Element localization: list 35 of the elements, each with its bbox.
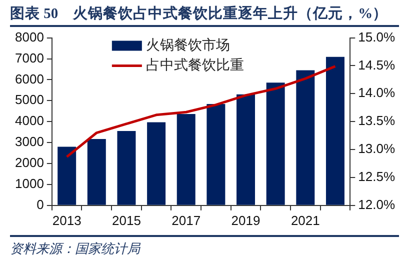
y-tick-label: 0: [36, 196, 44, 212]
text: 资料来源：国家统计局: [10, 240, 142, 258]
y-tick-label: 8000: [15, 29, 44, 44]
y2-tick-label: 12.0%: [358, 196, 396, 212]
y-tick-label: 4000: [15, 113, 44, 128]
y2-tick-label: 14.5%: [358, 57, 396, 72]
y2-tick-label: 15.0%: [358, 29, 396, 44]
y-tick-label: 7000: [15, 50, 44, 66]
y2-tick-label: 13.0%: [358, 141, 396, 156]
legend-label: 火锅餐饮市场: [146, 37, 230, 54]
y-tick-label: 3000: [15, 134, 44, 150]
bar: [326, 56, 344, 205]
x-tick-label: 2019: [231, 212, 260, 228]
bar: [266, 82, 285, 205]
chart-title: 图表 50 火锅餐饮占中式餐饮比重逐年上升（亿元，%）: [10, 4, 399, 27]
y-tick-label: 5000: [15, 92, 44, 108]
bar: [206, 104, 226, 205]
bar: [147, 122, 166, 205]
x-tick-label: 2015: [112, 212, 141, 228]
y2-tick-label: 12.5%: [358, 169, 396, 184]
bar: [236, 94, 256, 205]
x-tick-label: 2013: [52, 212, 82, 228]
y-tick-label: 6000: [15, 71, 44, 86]
x-tick-label: 2021: [290, 212, 320, 228]
bar: [176, 114, 196, 205]
y2-tick-label: 13.5%: [358, 113, 396, 128]
y2-tick-label: 14.0%: [358, 85, 396, 100]
legend-label: 占中式餐饮比重: [146, 57, 244, 74]
x-tick-label: 2017: [172, 212, 201, 228]
y-tick-label: 2000: [15, 155, 44, 170]
bar: [87, 138, 106, 205]
bar: [117, 131, 136, 205]
bar: [296, 70, 315, 205]
y-tick-label: 1000: [15, 176, 44, 192]
bar: [58, 146, 76, 205]
